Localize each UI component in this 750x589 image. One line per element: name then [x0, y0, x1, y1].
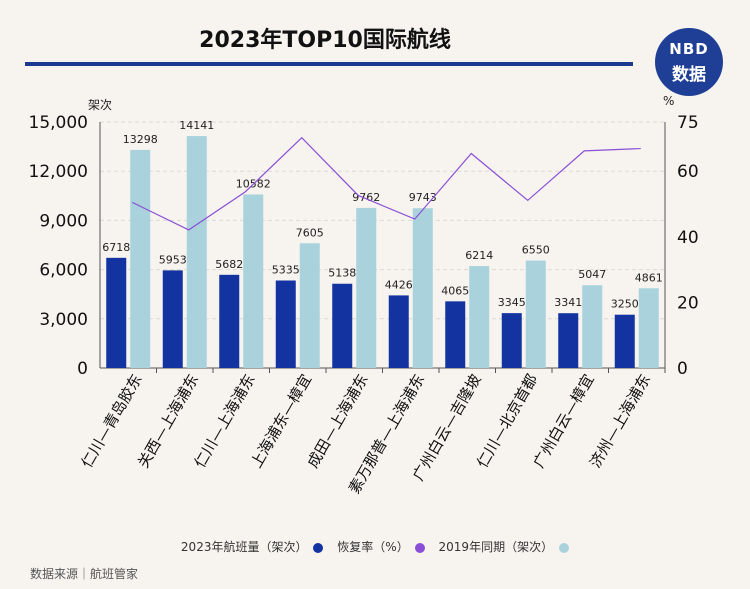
bar-2023 [219, 274, 240, 368]
bar-2023 [106, 257, 127, 368]
data-label-2023: 5682 [215, 258, 243, 271]
category-label: 关西—上海浦东 [134, 371, 202, 471]
category-label: 济州—上海浦东 [586, 371, 654, 471]
data-source: 数据来源｜航班管家 [30, 567, 139, 581]
data-label-2019: 5047 [578, 268, 606, 281]
bar-2023 [558, 313, 579, 368]
right-axis-unit: % [663, 94, 675, 108]
left-tick-label: 0 [77, 359, 88, 379]
data-label-2023: 6718 [102, 241, 130, 254]
recovery-rate-line [131, 136, 641, 231]
category-label: 广州白云—樟宜 [530, 371, 598, 471]
left-tick-label: 12,000 [29, 162, 88, 182]
bar-2019 [412, 208, 433, 368]
legend: 2023年航班量（架次） 恢复率（%） 2019年同期（架次） [0, 538, 750, 555]
data-label-2019: 4861 [635, 271, 663, 284]
title-underline [25, 62, 633, 66]
bar-2019 [243, 194, 264, 368]
chart-title: 2023年TOP10国际航线 [199, 28, 451, 53]
bar-2019 [582, 285, 603, 368]
bar-2019 [525, 260, 546, 368]
data-label-2023: 4065 [441, 284, 469, 297]
legend-label-2023: 2023年航班量（架次） [180, 540, 308, 554]
logo-bottom-text: 数据 [672, 65, 706, 85]
bar-2023 [445, 301, 466, 368]
right-tick-label: 60 [677, 162, 699, 182]
legend-dot-recovery [414, 542, 425, 553]
category-label: 上海浦东—樟宜 [247, 371, 315, 471]
bar-2019 [356, 207, 377, 368]
bar-2023 [614, 314, 635, 368]
right-tick-label: 40 [677, 228, 699, 248]
bar-2019 [186, 136, 207, 368]
data-label-2023: 5138 [328, 267, 356, 280]
category-label: 仁川—北京首都 [473, 371, 541, 471]
legend-dot-2019 [559, 542, 570, 553]
category-label: 仁川—青岛胶东 [78, 371, 146, 471]
left-tick-label: 6,000 [39, 261, 88, 281]
data-label-2019: 9762 [352, 191, 380, 204]
bar-2023 [501, 313, 522, 368]
legend-item-2019: 2019年同期（架次） [439, 538, 570, 555]
bar-2023 [162, 270, 183, 368]
left-tick-label: 15,000 [29, 113, 88, 133]
bar-2023 [388, 295, 409, 368]
legend-item-recovery: 恢复率（%） [337, 538, 425, 555]
data-label-2019: 6214 [465, 249, 493, 262]
legend-label-2019: 2019年同期（架次） [438, 540, 554, 554]
data-label-2019: 7605 [296, 226, 324, 239]
logo-top-text: NBD [669, 40, 709, 58]
bar-2023 [332, 283, 353, 368]
right-tick-label: 20 [677, 293, 699, 313]
legend-item-2023: 2023年航班量（架次） [181, 538, 324, 555]
data-label-2023: 3345 [498, 296, 526, 309]
bar-2019 [469, 266, 490, 368]
legend-dot-2023 [313, 542, 324, 553]
data-label-2023: 4426 [385, 278, 413, 291]
data-label-2023: 3250 [611, 298, 639, 311]
data-label-2023: 5335 [272, 264, 300, 277]
data-label-2023: 3341 [554, 296, 582, 309]
bar-2019 [130, 149, 151, 368]
category-label: 仁川—上海浦东 [191, 371, 259, 471]
data-label-2019: 14141 [179, 119, 214, 132]
data-label-2019: 13298 [123, 133, 158, 146]
left-tick-label: 9,000 [39, 211, 88, 231]
left-axis-unit: 架次 [88, 98, 113, 112]
category-label: 成田—上海浦东 [304, 371, 372, 471]
legend-label-recovery: 恢复率（%） [337, 540, 409, 554]
bar-2019 [638, 288, 659, 368]
data-label-2023: 5953 [159, 253, 187, 266]
nbd-logo: NBD 数据 [655, 28, 723, 96]
right-tick-label: 75 [677, 113, 699, 133]
bar-2023 [275, 280, 296, 368]
bar-2019 [299, 243, 320, 368]
left-tick-label: 3,000 [39, 310, 88, 330]
right-tick-label: 0 [677, 359, 688, 379]
data-label-2019: 6550 [522, 244, 550, 257]
